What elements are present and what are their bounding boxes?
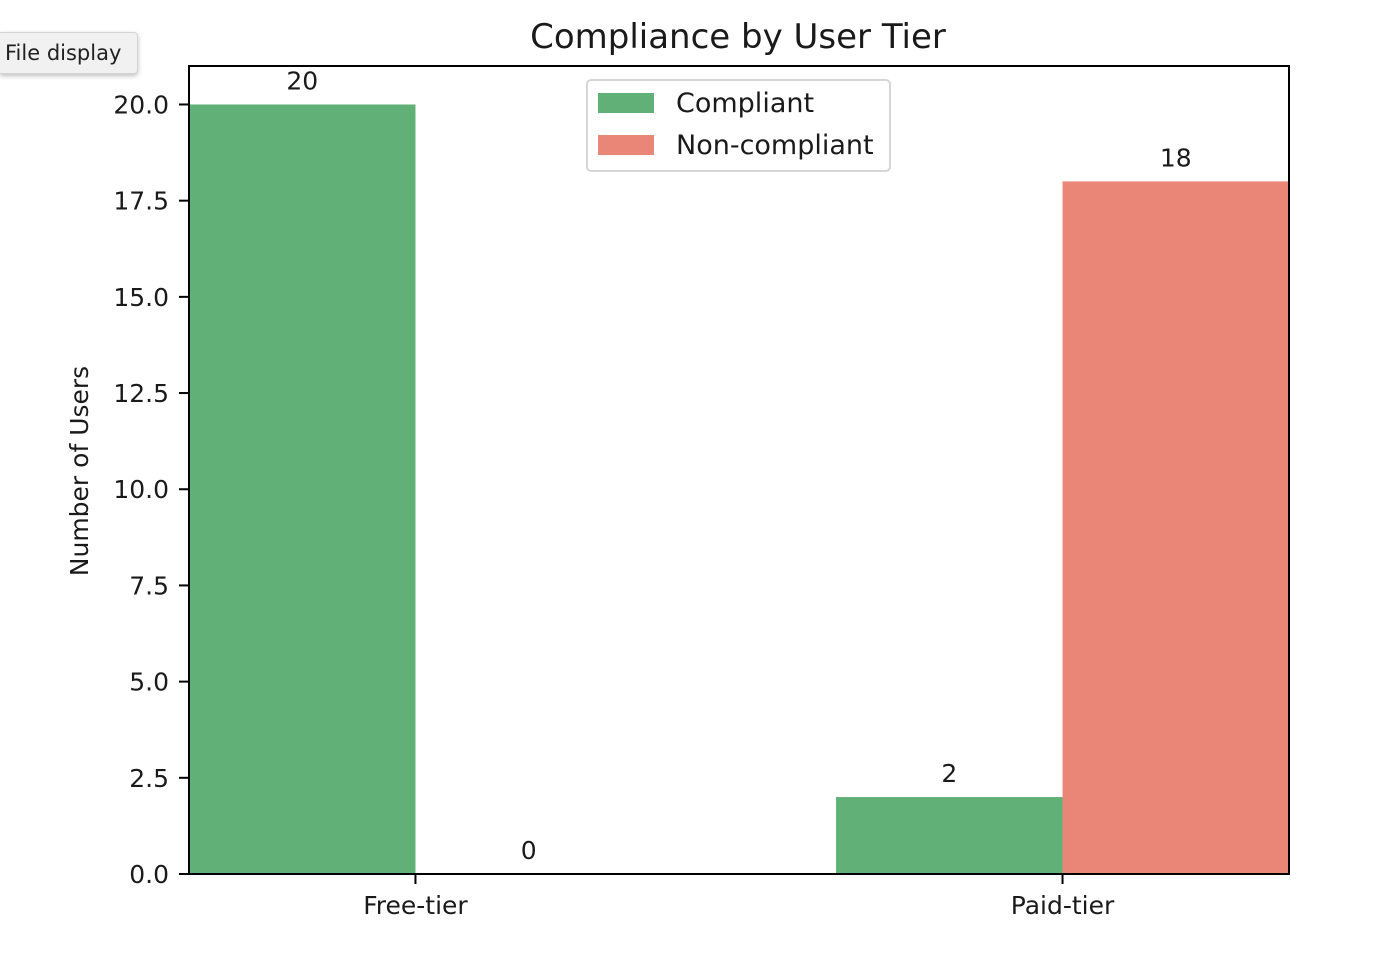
y-tick-label: 20.0 xyxy=(113,90,169,119)
y-tick-label: 5.0 xyxy=(129,668,169,697)
y-tick-label: 17.5 xyxy=(113,187,169,216)
y-axis-label: Number of Users xyxy=(65,366,94,576)
data-label-non-compliant-paid-tier: 18 xyxy=(1160,143,1192,172)
y-tick-label: 0.0 xyxy=(129,860,169,889)
legend-label-compliant: Compliant xyxy=(676,88,814,119)
legend-label-non-compliant: Non-compliant xyxy=(676,130,874,161)
x-axis-ticks: Free-tier Paid-tier xyxy=(363,874,1115,920)
x-tick-label: Paid-tier xyxy=(1011,891,1115,920)
data-label-compliant-paid-tier: 2 xyxy=(941,759,957,788)
legend-swatch-compliant xyxy=(598,93,654,113)
plot-frame xyxy=(188,65,1290,875)
y-axis-ticks: 0.0 2.5 5.0 7.5 10.0 12.5 15.0 17.5 20.0 xyxy=(113,90,189,889)
y-tick-label: 7.5 xyxy=(129,571,169,600)
y-tick-label: 15.0 xyxy=(113,283,169,312)
data-label-non-compliant-free-tier: 0 xyxy=(521,836,537,865)
y-tick-label: 2.5 xyxy=(129,764,169,793)
y-tick-label: 10.0 xyxy=(113,475,169,504)
chart-title: Compliance by User Tier xyxy=(530,17,946,57)
legend-swatch-non-compliant xyxy=(598,135,654,155)
bar-compliant-paid-tier xyxy=(836,797,1063,874)
y-tick-label: 12.5 xyxy=(113,379,169,408)
bar-non-compliant-paid-tier xyxy=(1062,181,1289,874)
x-tick-label: Free-tier xyxy=(363,891,468,920)
bar-compliant-free-tier xyxy=(189,104,416,874)
file-display-tooltip: File display xyxy=(0,32,139,74)
data-label-compliant-free-tier: 20 xyxy=(286,66,318,95)
legend: Compliant Non-compliant xyxy=(586,79,891,172)
bar-layer xyxy=(189,104,1289,874)
legend-box xyxy=(586,79,891,172)
